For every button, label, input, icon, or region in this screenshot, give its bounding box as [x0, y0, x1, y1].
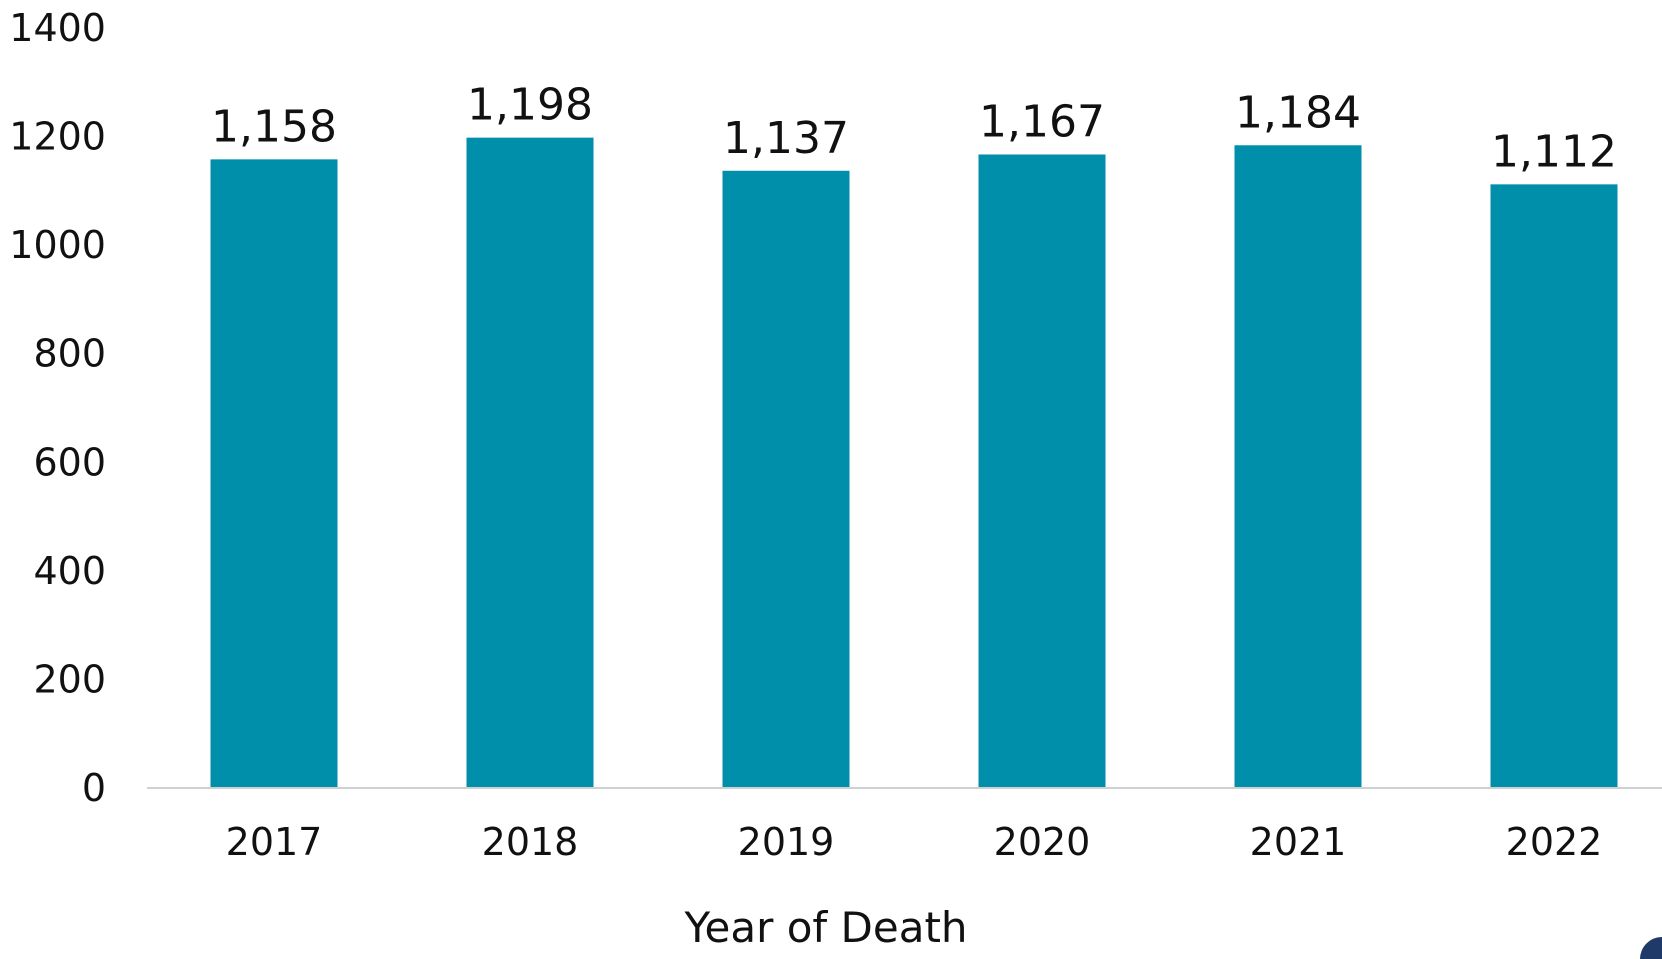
y-tick-label: 800 — [33, 332, 106, 376]
y-tick-label: 1400 — [9, 6, 106, 50]
y-tick-label: 400 — [33, 549, 106, 593]
bar-2020 — [978, 154, 1106, 788]
x-axis-title: Year of Death — [683, 903, 967, 952]
y-tick-label: 200 — [33, 657, 106, 701]
bar-2019 — [722, 170, 850, 788]
bar-2018 — [466, 137, 594, 788]
x-tick-label-2017: 2017 — [226, 820, 323, 864]
x-tick-label-2019: 2019 — [738, 820, 835, 864]
bar-2021 — [1234, 145, 1362, 788]
bars — [210, 137, 1618, 789]
x-tick-label-2020: 2020 — [994, 820, 1091, 864]
data-label-2017: 1,158 — [211, 101, 337, 152]
data-label-2018: 1,198 — [467, 80, 593, 131]
x-tick-label-2021: 2021 — [1250, 820, 1347, 864]
y-axis-ticks: 0 200 400 600 800 1000 1200 1400 — [9, 6, 106, 810]
y-tick-label: 600 — [33, 440, 106, 484]
data-label-2019: 1,137 — [723, 113, 849, 164]
bar-2022 — [1490, 184, 1618, 789]
data-label-2020: 1,167 — [979, 96, 1105, 147]
y-tick-label: 1000 — [9, 223, 106, 267]
x-axis-ticks: 2017 2018 2019 2020 2021 2022 — [226, 820, 1603, 864]
y-tick-label: 0 — [82, 766, 106, 810]
x-tick-label-2022: 2022 — [1506, 820, 1603, 864]
bar-2017 — [210, 159, 338, 788]
data-label-2021: 1,184 — [1235, 87, 1361, 138]
x-tick-label-2018: 2018 — [482, 820, 579, 864]
data-label-2022: 1,112 — [1491, 126, 1617, 177]
y-tick-label: 1200 — [9, 115, 106, 159]
data-labels: 1,158 1,198 1,137 1,167 1,184 1,112 — [211, 80, 1617, 178]
corner-decoration — [1640, 937, 1662, 959]
